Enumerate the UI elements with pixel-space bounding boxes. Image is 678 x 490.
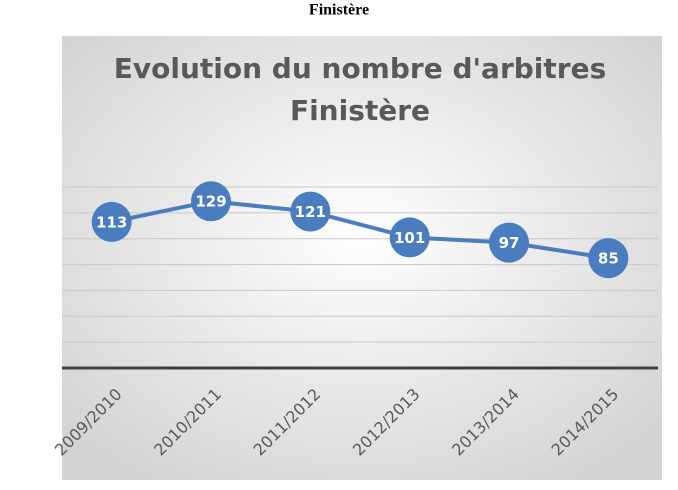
data-label: 121 — [295, 203, 326, 221]
page-heading: Finistère — [309, 2, 369, 19]
chart-title: Finistère — [290, 94, 430, 127]
chart-title: Evolution du nombre d'arbitres — [114, 52, 607, 85]
data-point — [191, 181, 231, 222]
data-point — [588, 238, 629, 279]
data-point — [290, 191, 331, 232]
data-point — [91, 201, 132, 242]
data-label: 85 — [598, 250, 619, 268]
data-label: 129 — [195, 193, 226, 211]
data-label: 97 — [499, 234, 520, 252]
data-point — [389, 217, 430, 258]
data-label: 101 — [394, 229, 425, 247]
data-point — [489, 222, 529, 263]
data-label: 113 — [96, 213, 127, 231]
chart-area — [62, 36, 662, 480]
